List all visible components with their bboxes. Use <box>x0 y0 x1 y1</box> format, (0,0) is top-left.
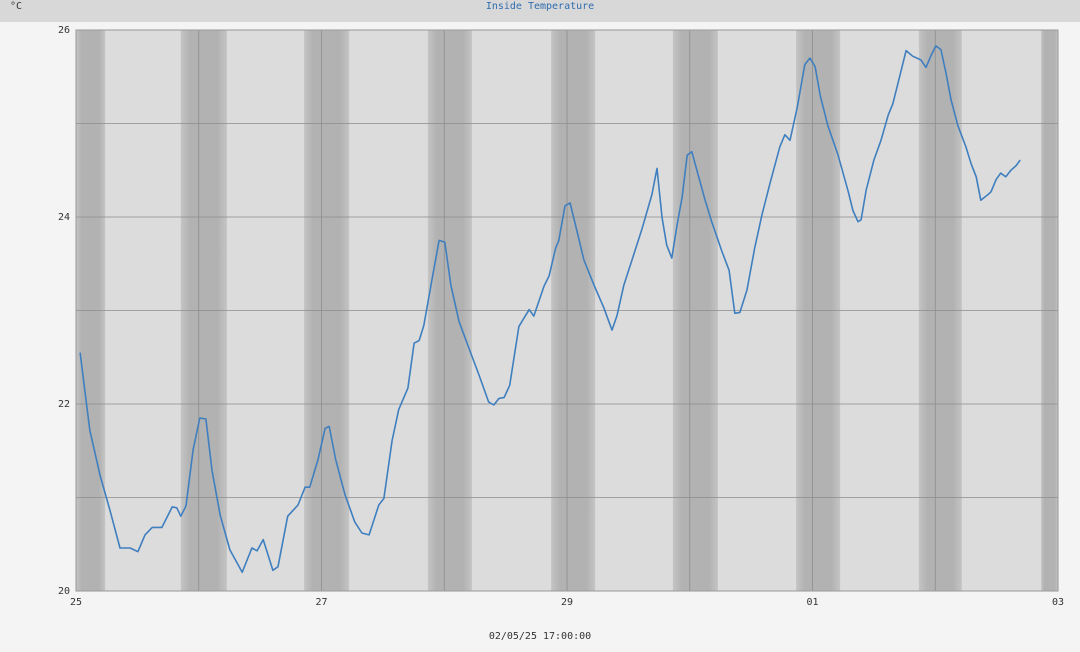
x-tick-label: 27 <box>315 597 327 608</box>
y-tick-label: 26 <box>58 25 70 36</box>
x-tick-label: 01 <box>806 597 818 608</box>
y-tick-label: 20 <box>58 586 70 597</box>
plot-frame <box>75 29 1059 592</box>
data-line <box>79 45 1021 574</box>
header-bar <box>0 0 1080 22</box>
y-tick-label: 24 <box>58 212 70 223</box>
chart-title: Inside Temperature <box>486 1 594 12</box>
y-tick-label: 22 <box>58 399 70 410</box>
y-axis-unit: °C <box>10 1 22 12</box>
x-axis-timestamp: 02/05/25 17:00:00 <box>489 631 591 642</box>
x-tick-label: 25 <box>70 597 82 608</box>
x-tick-label: 29 <box>561 597 573 608</box>
x-tick-label: 03 <box>1052 597 1064 608</box>
